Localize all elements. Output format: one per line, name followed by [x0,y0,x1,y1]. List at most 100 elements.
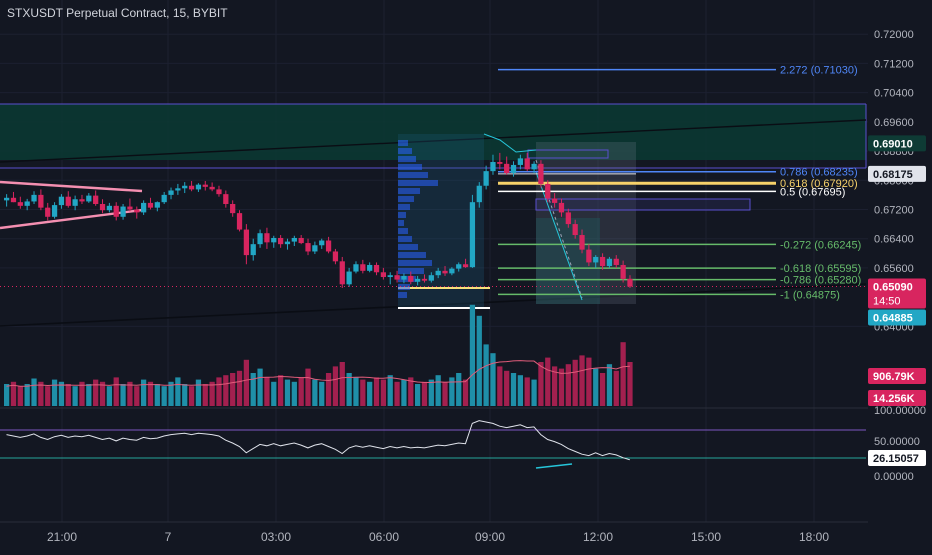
rsi-value-tag-bg [868,450,926,466]
volume-bar [195,379,202,406]
candle-body [134,209,140,213]
time-tick-label: 15:00 [691,530,721,544]
current-price-tag: 0.65090 [873,282,913,294]
volume-profile-bar [398,220,404,226]
volume-bar [236,370,243,406]
candle-body [195,184,202,190]
price-axis[interactable]: 0.720000.712000.704000.696000.688000.680… [868,0,932,550]
current-price-tag-bg [868,278,926,309]
candle-body [510,164,517,173]
candle-body [449,268,455,274]
volume-bar [620,342,626,406]
candle-body [552,198,558,203]
volume-profile-bar [398,276,416,282]
candle-body [24,201,30,206]
candle-body [606,258,613,267]
volume-bar [134,386,140,406]
volume-bar [250,373,256,406]
volume-bar [531,379,537,406]
candle-body [421,278,428,281]
candle-body [264,233,270,243]
volume-bar [360,379,366,406]
price-tick-label: 0.72000 [874,29,914,41]
volume-bar [504,370,510,406]
volume-bar [353,377,359,406]
time-tick-label: 21:00 [47,530,77,544]
candle-body [613,258,619,265]
triangle-upper-line [0,180,143,193]
candle-body [599,256,606,267]
volume-bar [17,386,23,406]
candle-body [373,264,380,273]
candle-body [394,275,400,280]
candle-body [367,264,373,271]
candle-body [257,233,263,245]
volume-bar [449,377,455,406]
candle-body [45,207,51,217]
zone-top-price-tag-bg [868,135,926,152]
candles [0,152,866,288]
candle-body [558,202,565,213]
volume-bar [271,381,277,406]
lower-trend-line [0,283,867,327]
candle-body [113,205,119,217]
candle-body [10,197,17,203]
volume-bar [367,381,373,406]
candle-body [305,243,311,252]
volume-bar [216,377,222,406]
volume-low-tag-bg [868,390,926,406]
volume-bar [223,375,229,406]
volume-bar [428,379,434,406]
time-tick-label: 06:00 [369,530,399,544]
volume-bar [339,362,345,406]
candle-body [17,202,23,206]
volume-bar [45,386,51,406]
volume-bar [10,381,17,406]
price-axis-bg [868,0,932,550]
volume-bar [168,381,174,406]
lower-ref-price-tag: 0.64885 [873,313,913,325]
volume-bar [72,386,78,406]
time-axis[interactable]: 21:00 7 03:00 06:00 09:00 12:00 15:00 18:00 [47,530,829,544]
volume-bar [175,377,181,406]
volume-bar [312,379,318,406]
candle-body [168,190,174,195]
fib-level-label: 0.786 (0.68235) [780,167,858,179]
symbol-title: STXUSDT Perpetual Contract, 15, BYBIT [7,6,228,20]
volume-bar [517,375,523,406]
candle-body [72,199,78,206]
time-tick-label: 09:00 [475,530,505,544]
rsi-tick-label: 0.00000 [874,471,914,483]
volume-bar [599,373,606,406]
reference-price-tag: 0.68175 [873,169,913,181]
fibonacci-levels[interactable]: 2.272 (0.71030) 0.786 (0.68235)0.618 (0.6… [498,65,861,302]
time-tick-label: 7 [165,530,172,544]
volume-bar [243,359,249,406]
fib-level-label: 0.618 (0.67920) [780,178,858,190]
volume-profile-bar [398,268,424,274]
volume-bar [401,379,407,406]
candle-body [579,235,585,250]
zone-top-price-tag: 0.69010 [873,138,913,150]
volume-profile-bar [398,228,408,234]
volume-profile-bar [398,252,426,258]
volume-bar [565,364,571,406]
candle-body [442,270,448,274]
candle-body [504,163,510,173]
volume-bar [188,386,195,406]
volume-bar [319,381,325,406]
candle-body [325,240,332,252]
candle-body [127,206,133,210]
volume-bar [586,357,592,406]
volume-bar [613,370,619,406]
candle-body [620,264,626,279]
volume-bar [325,373,332,406]
volume-bar [113,377,119,406]
candle-body [230,204,236,214]
volume-bar [93,379,99,406]
volume-bar [510,373,517,406]
time-tick-label: 12:00 [583,530,613,544]
candle-body [401,275,407,280]
